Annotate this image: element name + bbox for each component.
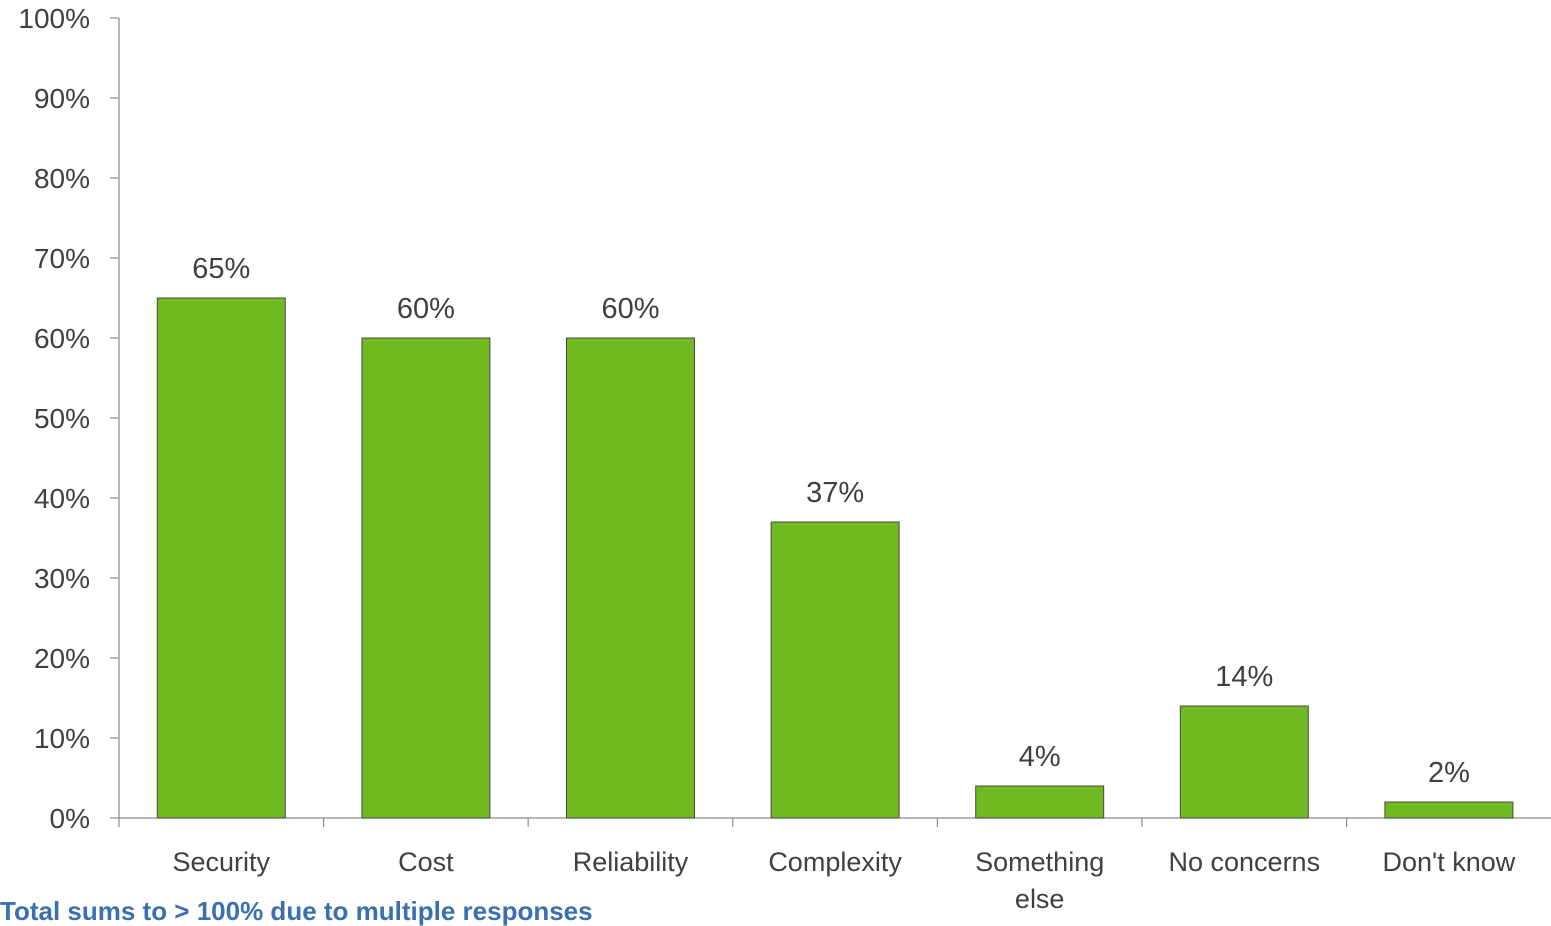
y-tick-label: 80% (34, 163, 90, 194)
y-tick-label: 60% (34, 323, 90, 354)
data-label: 14% (1215, 661, 1273, 693)
category-label: Reliability (573, 847, 689, 877)
data-labels: 65% 60% 60% 37% 4% 14% 2% (192, 253, 1470, 789)
y-tick-label: 70% (34, 243, 90, 274)
y-tick-label: 10% (34, 723, 90, 754)
bar (566, 337, 695, 819)
bar (1384, 801, 1514, 819)
bar (361, 337, 491, 819)
y-tick-label: 30% (34, 563, 90, 594)
category-label: Don't know (1383, 847, 1516, 877)
category-labels: Security Cost Reliability Complexity Somethi… (173, 847, 1516, 913)
category-label: Something (975, 847, 1104, 877)
y-tick-label: 20% (34, 643, 90, 674)
category-label: No concerns (1169, 847, 1321, 877)
bar (770, 521, 900, 819)
footnote: Total sums to > 100% due to multiple res… (0, 896, 593, 926)
data-label: 37% (806, 477, 864, 509)
data-label: 2% (1428, 757, 1470, 789)
category-label: Security (173, 847, 271, 877)
data-label: 60% (397, 293, 455, 325)
data-label: 65% (192, 253, 250, 285)
y-tick-label: 100% (18, 3, 90, 34)
x-axis (118, 817, 1551, 827)
bar (156, 297, 286, 819)
bar (975, 785, 1105, 819)
bar (1179, 705, 1309, 819)
category-label: Cost (398, 847, 454, 877)
data-label: 60% (601, 293, 659, 325)
y-tick-label: 50% (34, 403, 90, 434)
y-tick-label: 40% (34, 483, 90, 514)
category-label: else (1015, 884, 1065, 913)
data-label: 4% (1019, 741, 1061, 773)
y-tick-label: 90% (34, 83, 90, 114)
bars (156, 297, 1514, 819)
category-label: Complexity (768, 847, 902, 877)
y-tick-label: 0% (50, 803, 90, 834)
y-axis: 0% 10% 20% 30% 40% 50% 60% 70% 80% 90% 100% (18, 3, 120, 834)
